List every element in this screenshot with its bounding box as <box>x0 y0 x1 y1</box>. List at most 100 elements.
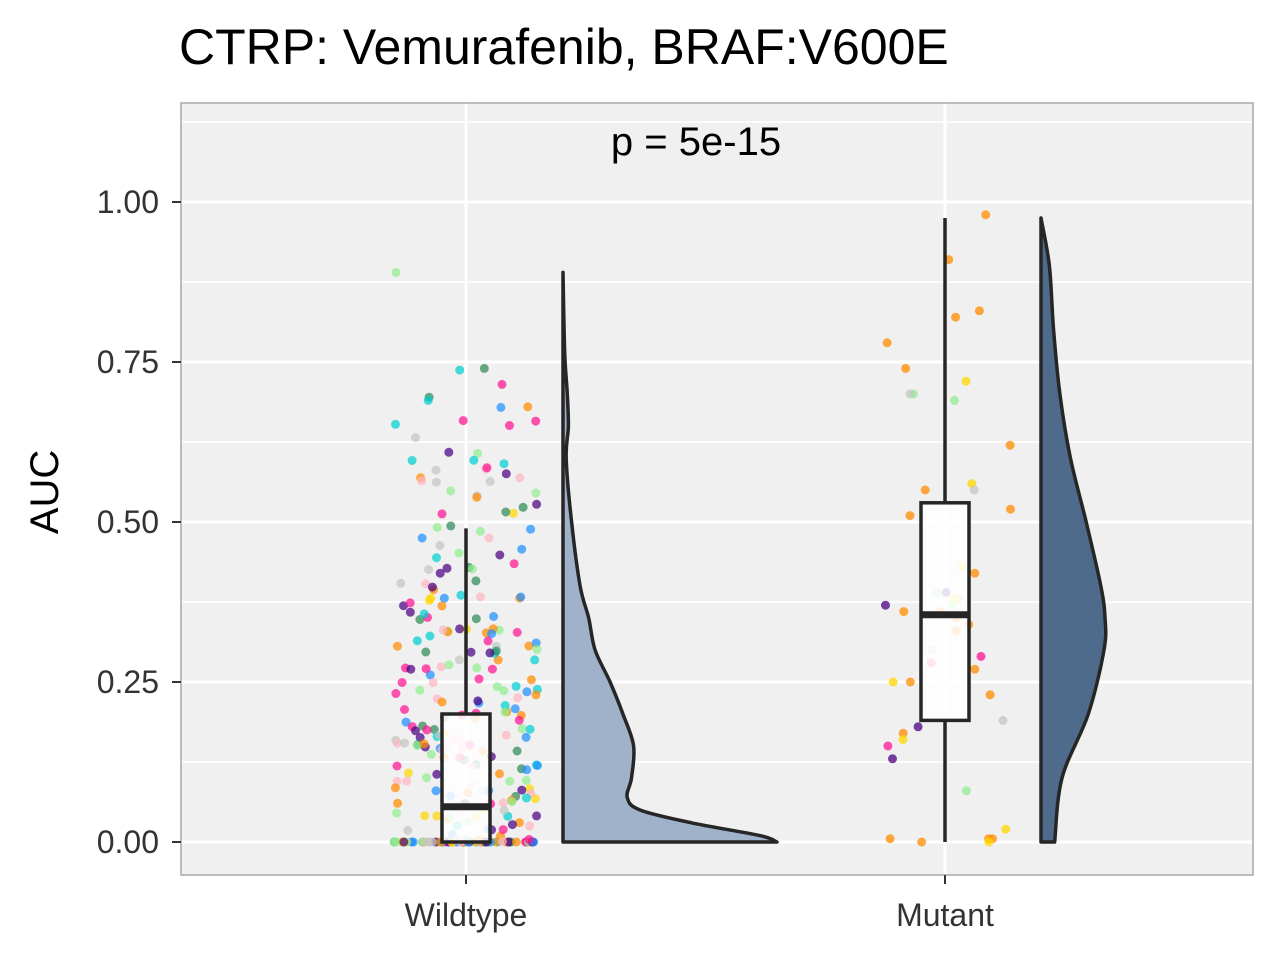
mutant-point <box>898 728 908 738</box>
x-tick-label: Wildtype <box>405 897 528 933</box>
chart-title: CTRP: Vemurafenib, BRAF:V600E <box>179 19 949 75</box>
mutant-point <box>913 722 923 732</box>
wildtype-point <box>530 655 540 665</box>
wildtype-point <box>473 696 483 706</box>
wildtype-point <box>415 685 425 695</box>
wildtype-point <box>432 769 442 779</box>
mutant-point <box>981 210 991 220</box>
wildtype-point <box>471 614 481 624</box>
wildtype-point <box>419 739 429 749</box>
wildtype-point <box>442 563 452 573</box>
wildtype-point <box>412 636 422 646</box>
wildtype-point <box>458 416 468 426</box>
wildtype-point <box>531 690 541 700</box>
mutant-density <box>1039 216 1108 844</box>
wildtype-point <box>511 837 521 847</box>
wildtype-point <box>512 746 522 756</box>
mutant-point <box>885 834 895 844</box>
wildtype-point <box>526 524 536 534</box>
wildtype-point <box>422 773 431 783</box>
wildtype-point <box>422 725 432 735</box>
wildtype-point <box>437 601 447 611</box>
wildtype-point <box>412 741 422 750</box>
plot-panel <box>181 103 1253 875</box>
wildtype-point <box>524 834 534 844</box>
wildtype-point <box>438 625 448 635</box>
mutant-point <box>970 664 980 674</box>
wildtype-point <box>517 785 527 795</box>
wildtype-point <box>396 578 406 588</box>
wildtype-point <box>437 697 447 707</box>
p-value-annotation: p = 5e-15 <box>611 120 781 164</box>
y-tick-label: 0.50 <box>97 504 159 540</box>
wildtype-point <box>531 488 541 498</box>
wildtype-point <box>432 523 442 532</box>
wildtype-point <box>499 459 509 469</box>
wildtype-point <box>467 564 477 574</box>
wildtype-point <box>431 786 441 796</box>
wildtype-point <box>403 826 413 835</box>
panel-border <box>180 102 1254 876</box>
wildtype-point <box>533 761 542 770</box>
wildtype-point <box>525 821 535 831</box>
wildtype-point <box>431 477 441 487</box>
wildtype-point <box>513 693 523 703</box>
wildtype-point <box>401 717 411 727</box>
wildtype-point <box>524 641 534 651</box>
wildtype-point <box>446 521 456 531</box>
wildtype-point <box>456 590 466 600</box>
wildtype-point <box>512 627 522 637</box>
wildtype-point <box>405 607 415 617</box>
wildtype-point <box>407 456 417 465</box>
wildtype-point <box>399 837 409 847</box>
wildtype-point <box>455 365 465 375</box>
wildtype-point <box>390 783 400 793</box>
wildtype-point <box>420 811 430 821</box>
wildtype-point <box>479 363 489 373</box>
wildtype-density <box>561 270 779 844</box>
wildtype-point <box>526 675 536 685</box>
wildtype-point <box>428 677 438 687</box>
wildtype-point <box>454 548 464 558</box>
wildtype-point <box>424 837 434 847</box>
wildtype-point <box>466 647 476 657</box>
wildtype-point <box>499 686 509 696</box>
wildtype-point <box>496 402 506 412</box>
wildtype-point <box>501 507 511 517</box>
y-axis-label: AUC <box>23 450 67 534</box>
mutant-point <box>881 600 890 610</box>
wildtype-point <box>493 655 503 665</box>
mutant-point <box>985 690 995 700</box>
wildtype-point <box>403 768 413 778</box>
mutant-point <box>951 312 961 322</box>
mutant-point <box>905 511 915 521</box>
wildtype-point <box>532 499 542 509</box>
mutant-point <box>950 395 959 405</box>
mutant-point <box>970 568 980 578</box>
wildtype-point <box>444 447 454 457</box>
mutant-point <box>883 741 893 751</box>
axes: 0.00 0.25 0.50 0.75 1.00 Wildtype Mutant <box>97 184 994 933</box>
mutant-point <box>961 786 971 796</box>
wildtype-point <box>391 267 401 277</box>
wildtype-point <box>411 726 420 736</box>
wildtype-point <box>510 704 520 714</box>
wildtype-point <box>516 592 526 602</box>
wildtype-point <box>421 579 431 589</box>
wildtype-point <box>423 395 433 405</box>
wildtype-point <box>505 421 514 430</box>
wildtype-point <box>392 738 402 748</box>
wildtype-point <box>532 644 542 654</box>
wildtype-point <box>517 544 527 554</box>
wildtype-point <box>475 592 485 602</box>
wildtype-point <box>435 568 445 578</box>
wildtype-point <box>475 526 485 536</box>
mutant-point <box>917 837 927 847</box>
wildtype-point <box>499 806 509 815</box>
mutant-point <box>998 715 1008 725</box>
mutant-point <box>961 376 971 386</box>
wildtype-point <box>521 793 531 803</box>
wildtype-point <box>391 689 401 698</box>
y-tick-label: 0.25 <box>97 664 159 700</box>
wildtype-point <box>500 707 510 717</box>
